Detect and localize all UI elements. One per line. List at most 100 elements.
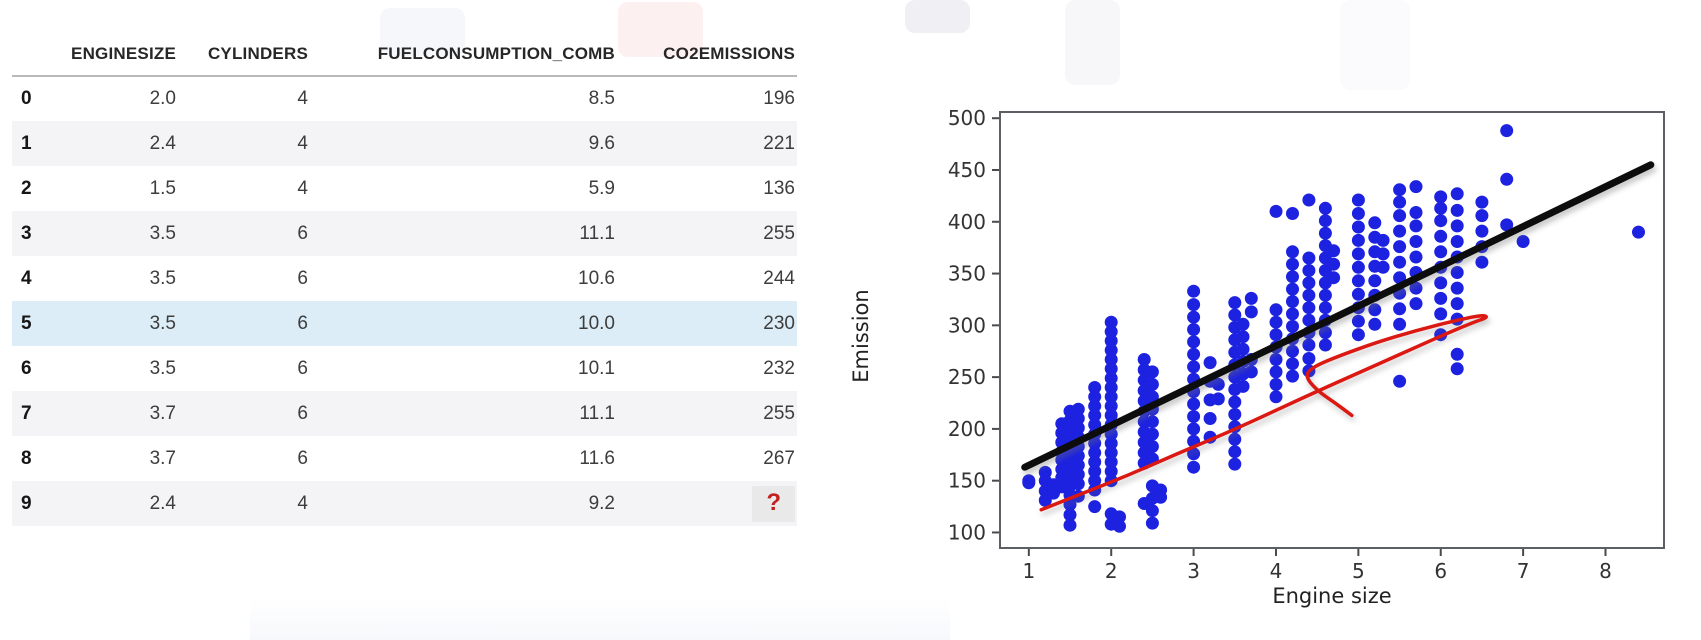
data-point [1104,455,1118,469]
data-point [1187,310,1201,324]
data-point [1318,214,1332,228]
x-tick-label: 4 [1270,559,1283,583]
data-point [1113,519,1126,533]
data-point [1434,214,1448,228]
data-point [1450,362,1464,376]
table-cell: 11.6 [579,447,615,469]
plot-frame [999,111,1665,549]
data-point [1393,255,1407,269]
data-point [1475,209,1489,223]
data-point [1104,371,1118,385]
data-point [1269,328,1283,342]
table-row: 5 3.5 6 10.0 230 [12,301,797,346]
table-cell: 11.1 [579,222,615,244]
table-cell: 6 [297,267,308,289]
table-cell: 6 [297,357,308,379]
row-index: 2 [21,177,32,199]
data-point [1450,235,1464,248]
data-point [1145,504,1159,518]
data-point [1145,390,1159,404]
data-point [1145,427,1159,441]
background-artifact [250,598,950,640]
data-point [1318,288,1332,302]
dataframe-table: ENGINESIZE CYLINDERS FUELCONSUMPTION_COMB C… [12,33,797,526]
table-cell: 9.6 [588,132,615,154]
data-point [1104,334,1118,348]
data-point [1318,338,1332,352]
data-point [1088,446,1102,460]
data-point [1038,465,1052,479]
data-point [1376,247,1390,261]
data-point [1187,447,1201,461]
data-point [1475,195,1489,209]
missing-value-cell: ? [752,485,795,522]
table-cell: 10.1 [578,357,615,379]
data-point [1376,233,1390,247]
data-point [1434,190,1448,204]
data-point [1145,415,1159,429]
data-point [1450,297,1464,311]
data-point [1393,224,1407,238]
data-point [1450,347,1464,361]
scatter-chart: 1 2 3 4 5 6 7 8 100 150 200 250 300 350 400 450 500 Emis… [849,60,1701,640]
data-point [1286,369,1299,383]
table-cell: 244 [763,267,795,289]
data-point [1071,468,1085,481]
data-point [1145,516,1159,530]
x-tick-label: 3 [1187,559,1200,583]
data-point [1286,270,1299,284]
data-point [1500,124,1514,138]
column-header: CO2EMISSIONS [617,33,797,77]
row-index: 6 [21,357,32,379]
data-point [1244,305,1258,319]
data-point [1269,303,1283,317]
table-cell: 3.7 [149,402,176,424]
data-point [1450,219,1464,233]
data-point [1409,206,1423,219]
table-row: 0 2.0 4 8.5 196 [12,76,797,121]
data-point [1104,399,1118,413]
data-point [1409,281,1423,295]
data-point [1302,338,1316,352]
data-point [1211,392,1225,406]
dataframe-header-row: ENGINESIZE CYLINDERS FUELCONSUMPTION_COMB C… [12,33,797,77]
table-cell: 3.5 [149,357,176,379]
row-index: 1 [21,132,32,154]
data-point [1228,457,1242,471]
data-point [1351,328,1365,342]
y-tick-label: 450 [948,158,986,182]
table-cell: 6 [297,402,308,424]
table-cell: 2.4 [149,492,176,514]
scatter-points [1022,124,1645,533]
table-cell: 9.2 [588,492,615,514]
data-point [1500,218,1514,232]
data-point [1393,317,1407,331]
data-point [1409,180,1423,194]
table-cell: 10.0 [578,312,615,334]
data-point [1393,195,1407,209]
data-point [1632,225,1645,239]
x-tick-label: 8 [1599,559,1612,583]
table-cell: ? [617,481,797,526]
table-cell: 4 [297,132,308,154]
data-point [1088,381,1102,394]
data-point [1063,518,1077,532]
data-point [1228,432,1242,446]
data-point [1351,274,1365,288]
data-point [1269,353,1283,366]
data-point [1088,436,1102,450]
data-point [1071,421,1085,435]
table-cell: 3.7 [149,447,176,469]
x-tick-label: 2 [1105,559,1118,583]
data-point [1104,408,1118,422]
data-point [1145,377,1159,391]
data-point [1228,308,1242,322]
data-point [1088,390,1102,404]
data-point [1409,219,1423,233]
data-point [1351,207,1365,220]
data-point [1187,410,1201,423]
data-point [1269,315,1283,329]
data-point [1187,360,1201,374]
table-cell: 10.6 [578,267,615,289]
table-cell: 6 [297,222,308,244]
